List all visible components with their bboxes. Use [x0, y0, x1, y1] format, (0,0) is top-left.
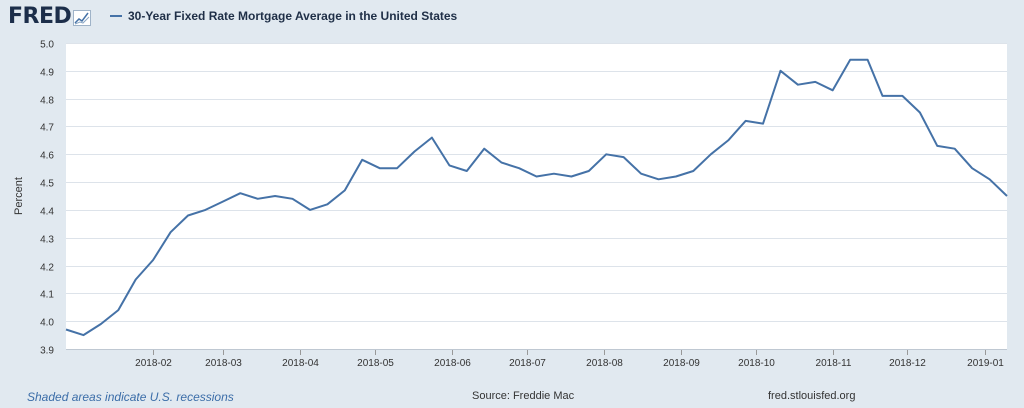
x-tick-label: 2018-11 — [816, 358, 852, 369]
y-tick-label: 4.1 — [40, 290, 54, 301]
y-tick-label: 3.9 — [40, 346, 54, 357]
x-tick-label: 2018-07 — [509, 358, 546, 369]
y-tick-label: 4.0 — [40, 318, 54, 329]
chart-header: FRED 30-Year Fixed Rate Mortgage Average… — [0, 0, 1024, 34]
line-chart-icon — [73, 10, 92, 26]
chart-legend: 30-Year Fixed Rate Mortgage Average in t… — [110, 9, 457, 23]
legend-label: 30-Year Fixed Rate Mortgage Average in t… — [128, 9, 458, 23]
x-tick-label: 2018-02 — [135, 358, 172, 369]
x-tick-label: 2018-10 — [738, 358, 775, 369]
y-tick-label: 4.3 — [40, 235, 54, 246]
x-tick-label: 2018-05 — [357, 358, 394, 369]
fred-logo-text: FRED — [8, 4, 72, 29]
x-tick-label: 2018-04 — [282, 358, 319, 369]
x-tick-label: 2019-01 — [967, 358, 1004, 369]
x-axis: 2018-02 2018-03 2018-04 2018-05 2018-06 2018-… — [66, 349, 1007, 369]
recessions-note: Shaded areas indicate U.S. recessions — [27, 390, 234, 404]
line-chart: 3.9 4.0 4.1 4.2 4.3 4.4 4.5 4.6 4.7 4.8 4.9 5.0 201… — [13, 40, 1008, 369]
series-layer — [65, 58, 1008, 337]
series-line — [65, 58, 1008, 337]
x-tick-label: 2018-12 — [889, 358, 926, 369]
legend-swatch — [110, 15, 122, 17]
x-tick-label: 2018-03 — [205, 358, 242, 369]
y-axis: 3.9 4.0 4.1 4.2 4.3 4.4 4.5 4.6 4.7 4.8 4.9 5.0 — [40, 40, 54, 357]
y-tick-label: 4.9 — [40, 68, 54, 79]
fred-logo[interactable]: FRED — [8, 4, 92, 29]
y-tick-label: 4.7 — [40, 123, 54, 134]
y-tick-label: 5.0 — [40, 40, 54, 51]
plot-area — [66, 43, 1007, 349]
source-note: Source: Freddie Mac — [472, 390, 575, 402]
y-tick-label: 4.5 — [40, 179, 54, 190]
y-tick-label: 4.4 — [40, 207, 54, 218]
y-tick-label: 4.2 — [40, 263, 54, 274]
y-tick-label: 4.6 — [40, 151, 54, 162]
x-tick-label: 2018-09 — [663, 358, 700, 369]
x-tick-label: 2018-06 — [434, 358, 471, 369]
y-tick-label: 4.8 — [40, 96, 54, 107]
site-link[interactable]: fred.stlouisfed.org — [768, 390, 856, 402]
x-tick-label: 2018-08 — [586, 358, 623, 369]
y-axis-label: Percent — [13, 177, 25, 215]
